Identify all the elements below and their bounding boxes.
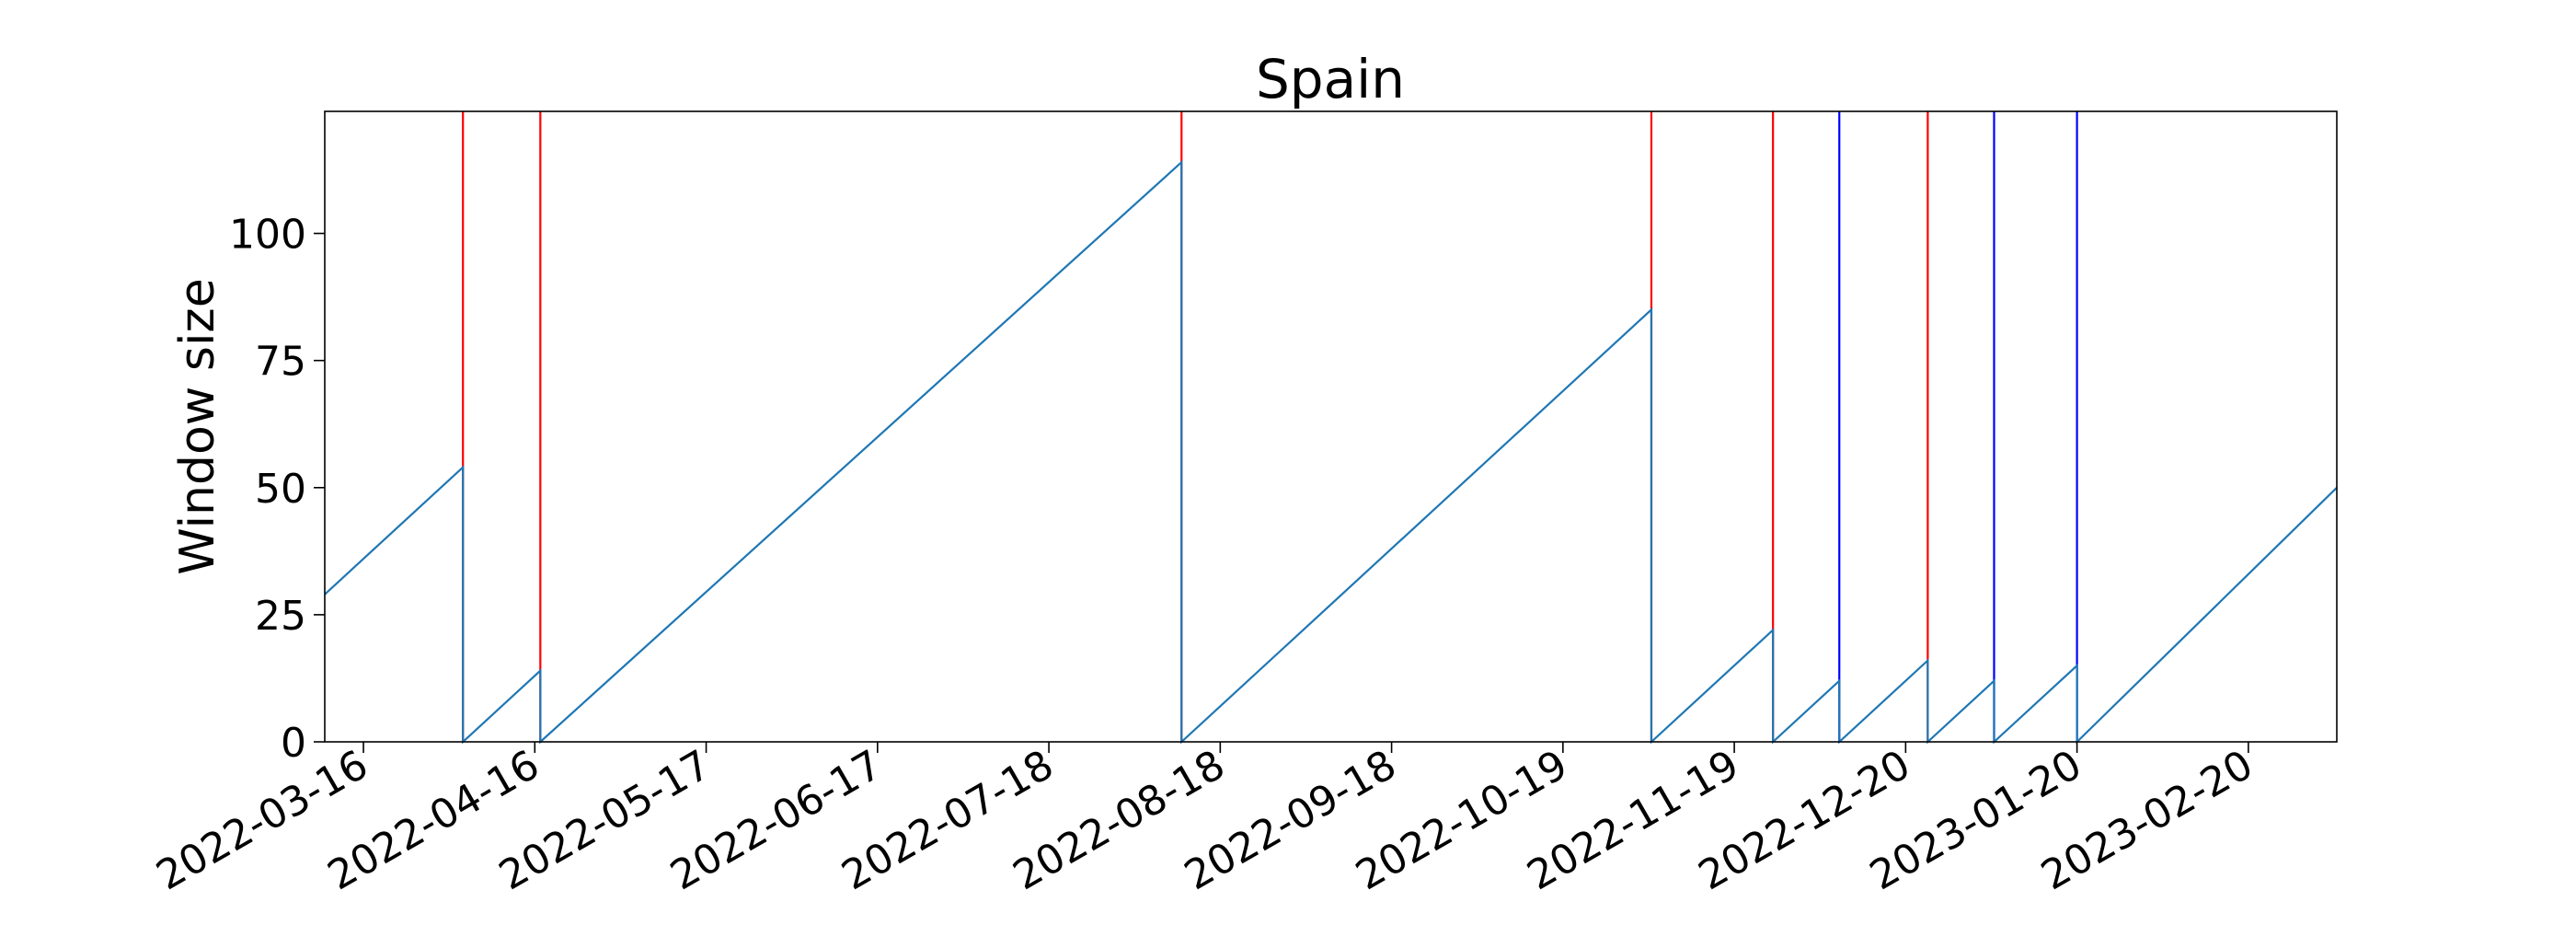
y-tick-label-1: 25 [255,593,306,640]
series-line-0 [324,159,2338,745]
y-tick-label-0: 0 [281,720,306,767]
y-axis-ticks: 0 25 50 75 100 [229,212,325,767]
chart-title: Spain [1256,48,1405,110]
plot-frame [324,110,2338,743]
y-tick-label-3: 75 [255,339,306,386]
vertical-marker-lines [462,111,2078,742]
y-axis-label: Window size [170,278,225,574]
y-tick-label-2: 50 [255,466,306,513]
x-axis-ticks: 2022-03-162022-04-162022-05-172022-06-17… [149,741,2261,899]
y-tick-label-4: 100 [229,212,306,259]
series-layer [324,159,2338,745]
